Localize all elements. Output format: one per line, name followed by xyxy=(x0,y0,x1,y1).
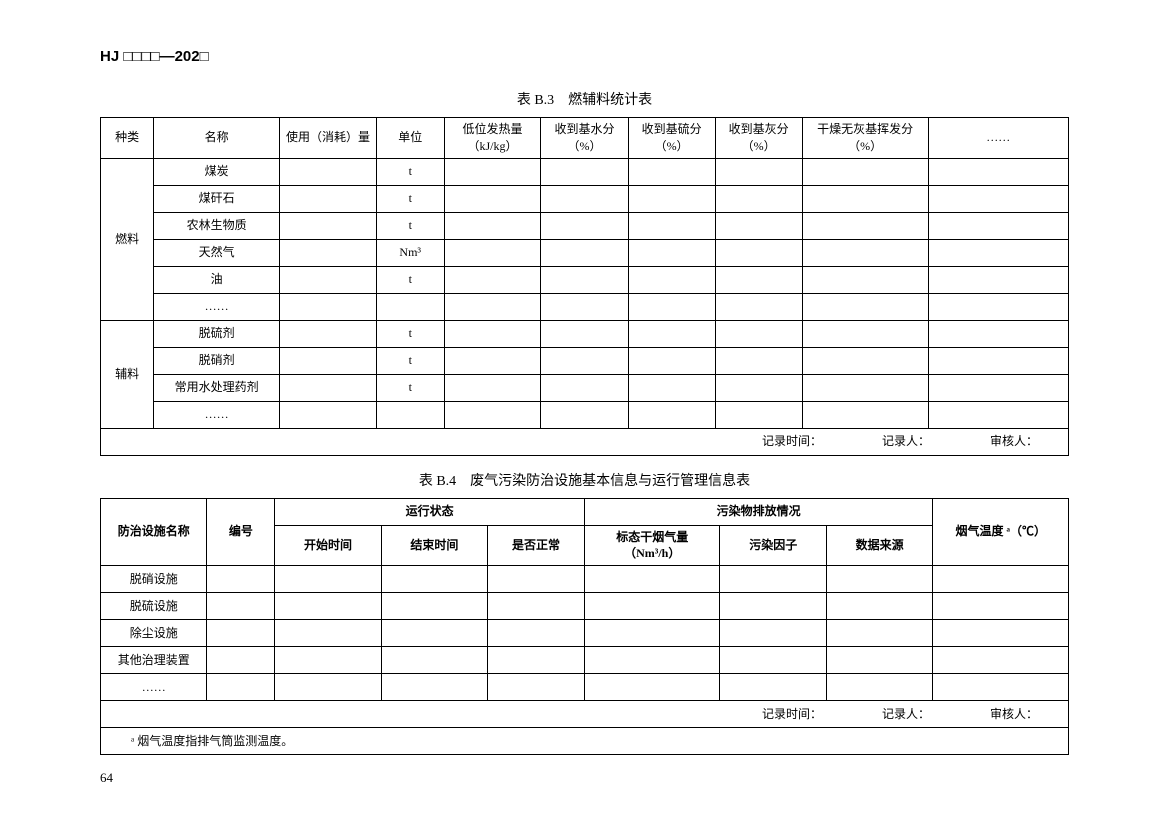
col-factor: 污染因子 xyxy=(720,525,826,566)
record-time: 记录时间： xyxy=(762,707,822,721)
col-category: 种类 xyxy=(101,118,154,159)
cell xyxy=(376,293,444,320)
table-b4: 防治设施名称 编号 运行状态 污染物排放情况 烟气温度 ᵃ（℃） 开始时间 结束… xyxy=(100,498,1069,756)
recorder: 记录人： xyxy=(882,707,930,721)
cat-aux: 辅料 xyxy=(101,320,154,428)
record-time: 记录时间： xyxy=(762,434,822,448)
col-gas: 标态干烟气量（Nm³/h） xyxy=(584,525,720,566)
cell: 煤炭 xyxy=(154,158,280,185)
col-more: …… xyxy=(928,118,1068,159)
col-start: 开始时间 xyxy=(275,525,381,566)
col-no: 编号 xyxy=(207,498,275,566)
page-number: 64 xyxy=(100,770,113,786)
cell: …… xyxy=(101,674,207,701)
cell: 脱硫剂 xyxy=(154,320,280,347)
header-code: HJ □□□□—202□ xyxy=(100,48,1069,65)
cell: Nm³ xyxy=(376,239,444,266)
cell: 脱硝剂 xyxy=(154,347,280,374)
cell: 除尘设施 xyxy=(101,620,207,647)
table-header-row: 种类 名称 使用（消耗）量 单位 低位发热量（kJ/kg） 收到基水分（%） 收… xyxy=(101,118,1069,159)
table1-footer: 记录时间： 记录人： 审核人： xyxy=(101,428,1069,455)
table-header-row: 防治设施名称 编号 运行状态 污染物排放情况 烟气温度 ᵃ（℃） xyxy=(101,498,1069,525)
cell: t xyxy=(376,212,444,239)
cell: 煤矸石 xyxy=(154,185,280,212)
cat-fuel: 燃料 xyxy=(101,158,154,320)
col-end: 结束时间 xyxy=(381,525,487,566)
cell: 油 xyxy=(154,266,280,293)
table-b3: 种类 名称 使用（消耗）量 单位 低位发热量（kJ/kg） 收到基水分（%） 收… xyxy=(100,117,1069,456)
cell: t xyxy=(376,158,444,185)
cell: t xyxy=(376,266,444,293)
table2-note: ᵃ 烟气温度指排气筒监测温度。 xyxy=(101,728,1069,755)
cell: t xyxy=(376,320,444,347)
col-usage: 使用（消耗）量 xyxy=(280,118,377,159)
cell: 脱硝设施 xyxy=(101,566,207,593)
col-pollutant: 污染物排放情况 xyxy=(584,498,932,525)
col-facility: 防治设施名称 xyxy=(101,498,207,566)
cell: 常用水处理药剂 xyxy=(154,374,280,401)
col-ash: 收到基灰分（%） xyxy=(715,118,802,159)
cell: t xyxy=(376,374,444,401)
col-volatile: 干燥无灰基挥发分（%） xyxy=(802,118,928,159)
col-run: 运行状态 xyxy=(275,498,585,525)
col-unit: 单位 xyxy=(376,118,444,159)
table1-title: 表 B.3 燃辅料统计表 xyxy=(100,89,1069,109)
col-source: 数据来源 xyxy=(826,525,932,566)
col-normal: 是否正常 xyxy=(488,525,585,566)
col-temp: 烟气温度 ᵃ（℃） xyxy=(933,498,1069,566)
recorder: 记录人： xyxy=(882,434,930,448)
cell: 脱硫设施 xyxy=(101,593,207,620)
table2-footer: 记录时间： 记录人： 审核人： xyxy=(101,701,1069,728)
col-moisture: 收到基水分（%） xyxy=(541,118,628,159)
cell xyxy=(376,401,444,428)
cell: t xyxy=(376,185,444,212)
cell: 其他治理装置 xyxy=(101,647,207,674)
cell: 天然气 xyxy=(154,239,280,266)
table2-title: 表 B.4 废气污染防治设施基本信息与运行管理信息表 xyxy=(100,470,1069,490)
col-heat: 低位发热量（kJ/kg） xyxy=(444,118,541,159)
reviewer: 审核人： xyxy=(990,707,1038,721)
cell: …… xyxy=(154,401,280,428)
cell: …… xyxy=(154,293,280,320)
col-name: 名称 xyxy=(154,118,280,159)
reviewer: 审核人： xyxy=(990,434,1038,448)
col-sulfur: 收到基硫分（%） xyxy=(628,118,715,159)
cell: 农林生物质 xyxy=(154,212,280,239)
cell: t xyxy=(376,347,444,374)
